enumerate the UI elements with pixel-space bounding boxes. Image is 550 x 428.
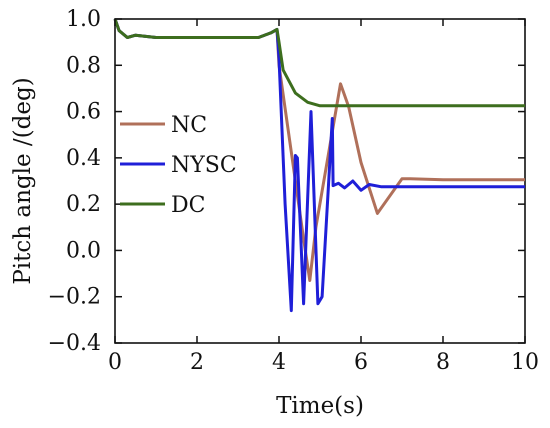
y-tick-label: −0.2: [48, 285, 101, 310]
x-tick-label: 8: [436, 350, 450, 375]
y-tick-label: 0.4: [66, 146, 101, 171]
y-axis-title: Pitch angle /(deg): [10, 77, 36, 284]
legend: NC NYSC DC: [120, 113, 237, 218]
x-tick-label: 0: [108, 350, 122, 375]
legend-label-nysc: NYSC: [171, 153, 237, 178]
legend-label-nc: NC: [171, 113, 207, 138]
y-tick-label: 0.8: [66, 53, 101, 78]
legend-label-dc: DC: [171, 193, 205, 218]
x-tick-label: 4: [272, 350, 286, 375]
series-line-nc: [113, 18, 525, 282]
y-tick-label: 0.0: [66, 238, 101, 263]
series-layer: [113, 18, 525, 313]
x-axis-title: Time(s): [276, 393, 364, 419]
y-tick-label: −0.4: [48, 331, 101, 356]
y-tick-label: 1.0: [66, 7, 101, 32]
x-tick-label: 6: [354, 350, 368, 375]
series-line-dc: [113, 18, 525, 108]
ticks-layer: 0 2 4 6 8 10 1.0 0.8 0.6 0.4 0.2 0.0 −0.2 −0.4: [48, 7, 539, 375]
y-tick-label: 0.2: [66, 192, 101, 217]
y-tick-label: 0.6: [66, 100, 101, 125]
x-tick-label: 2: [190, 350, 204, 375]
x-tick-label: 10: [511, 350, 539, 375]
